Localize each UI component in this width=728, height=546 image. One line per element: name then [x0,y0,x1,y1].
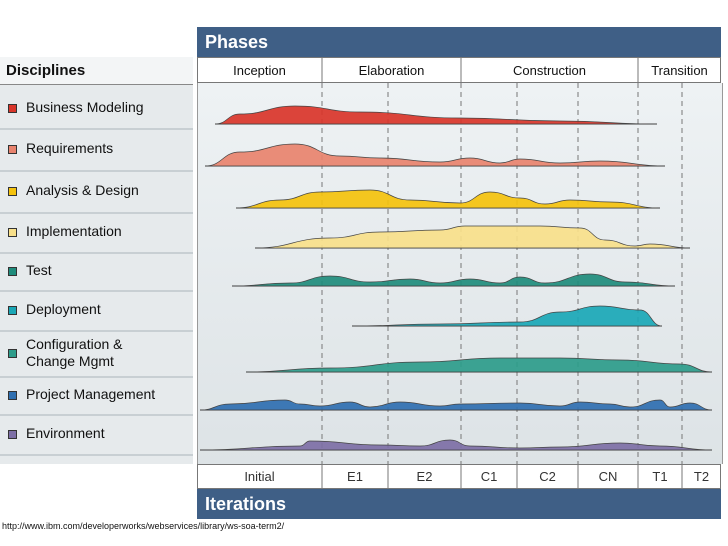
discipline-marker-icon [8,430,17,439]
phase-label-transition: Transition [651,63,708,78]
workflow-hump-0 [214,105,658,125]
workflow-hump-8 [199,439,713,451]
disciplines-title: Disciplines [6,62,86,79]
iteration-label-cn: CN [598,469,618,484]
discipline-label: Deployment [26,301,101,317]
iteration-label-c1: C1 [480,469,498,484]
phases-title: Phases [205,32,269,52]
discipline-marker-icon [8,306,17,315]
workflow-hump-6 [245,357,713,373]
iteration-label-c2: C2 [539,469,556,484]
discipline-marker-icon [8,228,17,237]
iterations-header [197,489,721,519]
discipline-marker-icon [8,145,17,154]
discipline-marker-icon [8,187,17,196]
iteration-label-t1: T1 [652,469,668,484]
phase-row [197,57,721,83]
discipline-label: Test [26,262,52,278]
discipline-marker-icon [8,391,17,400]
discipline-label: Project Management [26,386,156,402]
phase-label-construction: Construction [513,63,586,78]
discipline-label: Implementation [26,223,122,239]
iterations-title: Iterations [205,494,287,514]
iteration-label-initial: Initial [244,469,275,484]
iteration-label-t2: T2 [693,469,710,484]
iteration-row [197,464,721,489]
workflow-hump-1 [204,143,666,167]
phase-label-elaboration: Elaboration [358,63,425,78]
workflow-hump-7 [199,399,713,411]
discipline-label: Business Modeling [26,99,144,115]
workflow-hump-3 [254,225,691,249]
discipline-marker-icon [8,349,17,358]
workflow-hump-5 [351,305,663,327]
discipline-label: Configuration & Change Mgmt [26,335,123,369]
phases-header [197,27,721,57]
discipline-label: Environment [26,425,105,441]
phase-label-inception: Inception [233,63,286,78]
disciplines-title-row [0,57,193,85]
iteration-label-e1: E1 [347,469,363,484]
discipline-marker-icon [8,104,17,113]
discipline-label: Analysis & Design [26,182,139,198]
disciplines-panel [0,57,193,464]
workflow-hump-2 [235,189,661,209]
source-url: http://www.ibm.com/developerworks/webser… [2,521,285,531]
workflow-hump-4 [231,273,676,287]
iteration-label-e2: E2 [416,469,433,484]
discipline-label: Requirements [26,140,114,156]
discipline-marker-icon [8,267,17,276]
